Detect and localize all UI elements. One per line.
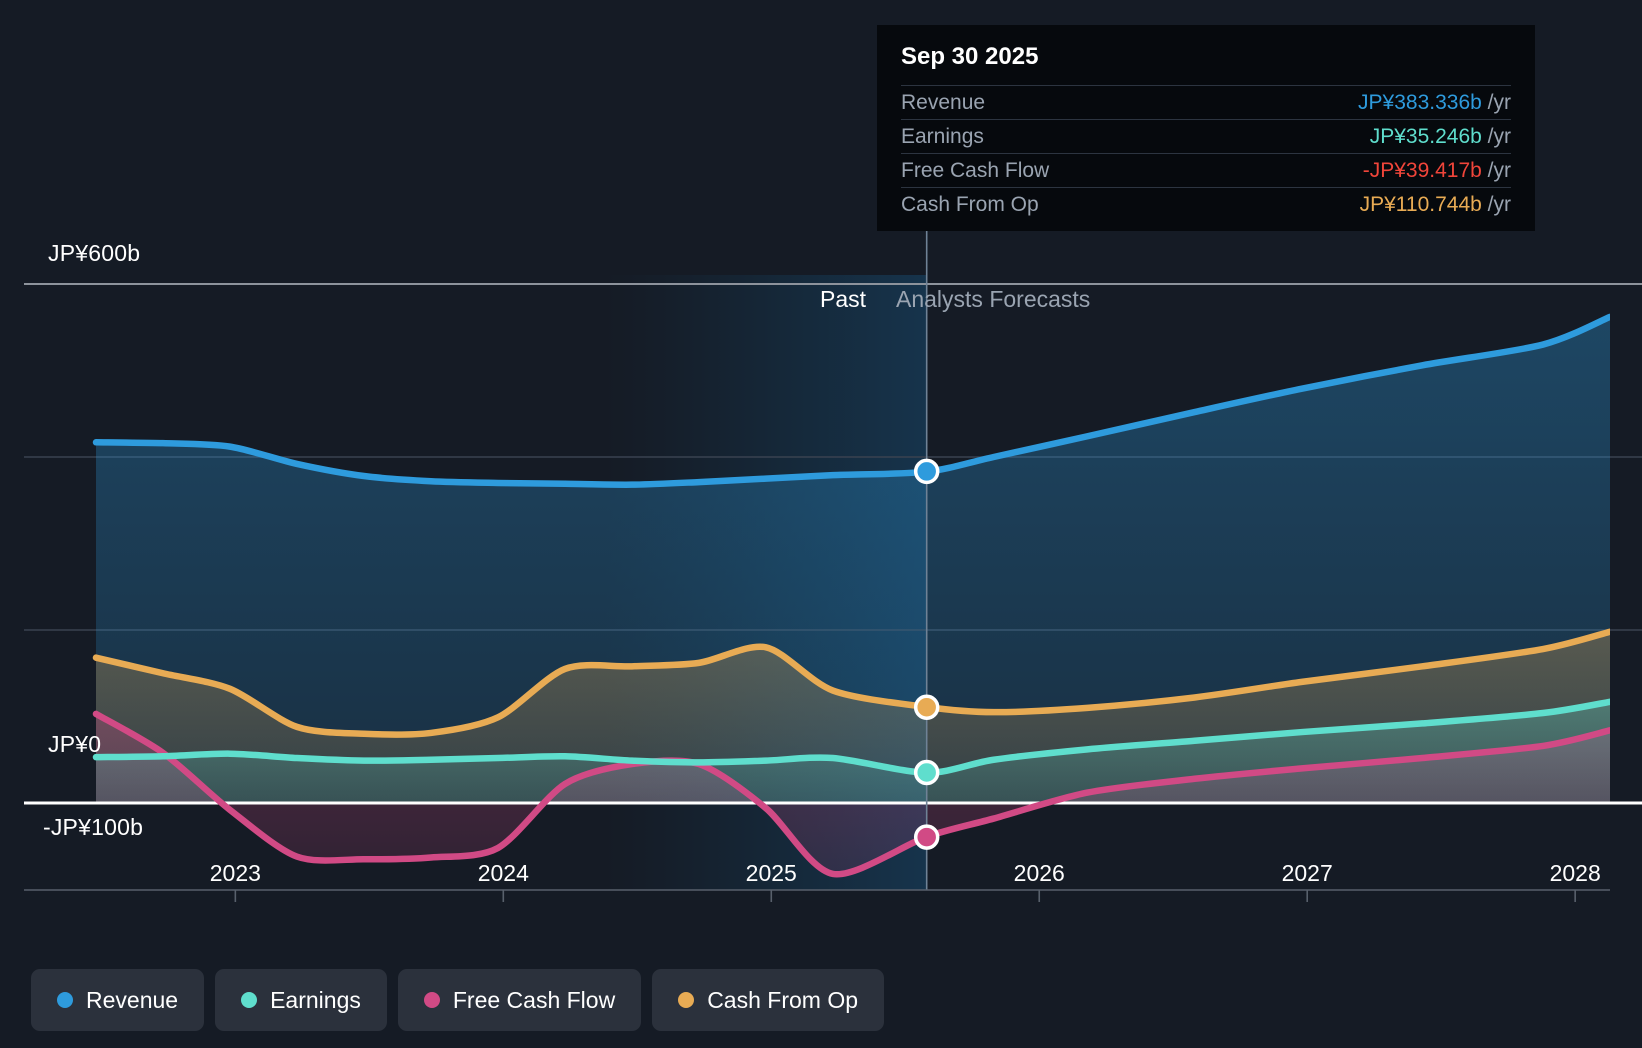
x-axis-tick-2025: 2025	[745, 860, 797, 886]
forecast-label: Analysts Forecasts	[896, 286, 1091, 312]
tooltip-metric-suffix: /yr	[1481, 158, 1511, 182]
tooltip-row: Earnings JP¥35.246b /yr	[901, 119, 1511, 153]
legend-item-free-cash-flow[interactable]: Free Cash Flow	[397, 969, 642, 1031]
tooltip-metric-suffix: /yr	[1481, 192, 1511, 216]
x-axis-tick-2027: 2027	[1281, 860, 1333, 886]
tooltip-metric-value: JP¥110.744b /yr	[1360, 193, 1511, 217]
tooltip-metric-number: JP¥110.744b	[1359, 192, 1482, 216]
legend-item-label: Cash From Op	[707, 986, 859, 1013]
tooltip-metric-suffix: /yr	[1481, 90, 1511, 114]
y-axis-label-600b: JP¥600b	[48, 240, 141, 266]
legend-item-earnings[interactable]: Earnings	[215, 969, 387, 1031]
tooltip-metric-value: JP¥383.336b /yr	[1358, 91, 1511, 115]
tooltip-metric-value: JP¥35.246b /yr	[1370, 125, 1511, 149]
marker-revenue[interactable]	[913, 458, 940, 485]
legend-item-label: Revenue	[86, 986, 179, 1013]
tooltip-metric-label: Cash From Op	[901, 192, 1039, 216]
x-axis-tick-2028: 2028	[1549, 860, 1601, 886]
marker-earnings[interactable]	[913, 759, 940, 786]
legend-item-revenue[interactable]: Revenue	[31, 969, 205, 1031]
legend-color-dot-icon	[423, 992, 440, 1008]
y-axis-label-neg100b: -JP¥100b	[43, 814, 144, 840]
x-axis-tick-2026: 2026	[1013, 860, 1065, 886]
legend-color-dot-icon	[241, 992, 258, 1008]
tooltip-metric-label: Earnings	[901, 124, 984, 148]
past-label: Past	[820, 286, 867, 312]
tooltip-metric-number: JP¥383.336b	[1358, 90, 1482, 114]
data-tooltip: Sep 30 2025 Revenue JP¥383.336b /yr Earnin…	[877, 25, 1535, 231]
series-markers[interactable]	[913, 458, 940, 850]
tooltip-metric-value: -JP¥39.417b /yr	[1363, 159, 1511, 183]
legend-item-cash-from-op[interactable]: Cash From Op	[652, 969, 885, 1031]
series-lines	[92, 313, 1610, 878]
x-axis-tick-2023: 2023	[209, 860, 261, 886]
marker-free-cash-flow[interactable]	[913, 824, 940, 850]
legend-item-label: Earnings	[270, 986, 361, 1013]
tooltip-metric-label: Free Cash Flow	[901, 158, 1050, 182]
chart-legend[interactable]: Revenue Earnings Free Cash Flow Cash From O…	[31, 969, 885, 1031]
x-axis-tick-2024: 2024	[477, 860, 529, 886]
legend-color-dot-icon	[57, 992, 73, 1008]
tooltip-metric-suffix: /yr	[1481, 124, 1511, 148]
tooltip-row: Revenue JP¥383.336b /yr	[901, 85, 1511, 119]
y-axis-label-zero: JP¥0	[48, 731, 102, 757]
tooltip-row: Free Cash Flow -JP¥39.417b /yr	[901, 153, 1511, 187]
tooltip-metric-number: -JP¥39.417b	[1362, 158, 1482, 182]
tooltip-metric-label: Revenue	[901, 90, 986, 114]
tooltip-metric-number: JP¥35.246b	[1369, 124, 1482, 148]
tooltip-row: Cash From Op JP¥110.744b /yr	[901, 187, 1511, 221]
legend-item-label: Free Cash Flow	[452, 986, 616, 1013]
marker-cash-from-op[interactable]	[913, 694, 940, 720]
x-axis-ticks	[24, 889, 1610, 902]
tooltip-date: Sep 30 2025	[901, 43, 1039, 70]
tooltip-rows: Revenue JP¥383.336b /yr Earnings JP¥35.246b…	[901, 85, 1511, 221]
legend-color-dot-icon	[678, 992, 695, 1008]
